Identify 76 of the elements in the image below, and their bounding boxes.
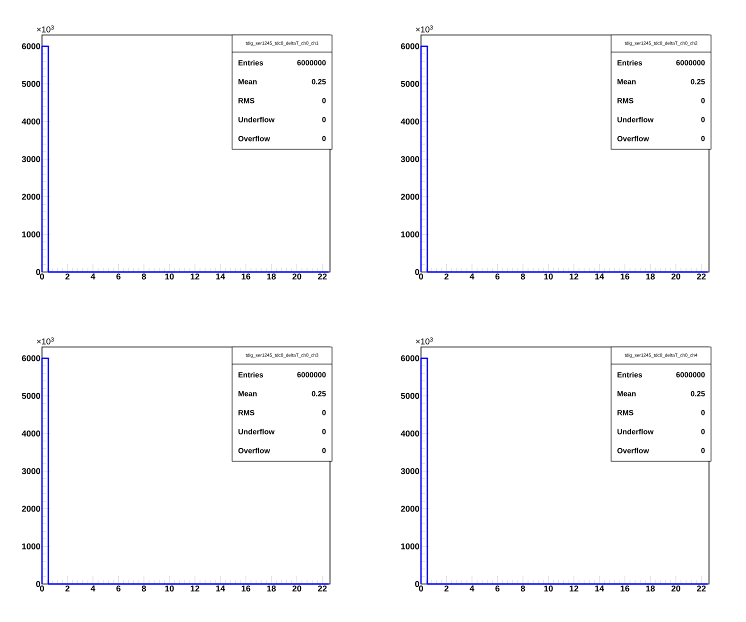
x-tick-label: 8 (520, 274, 526, 280)
x-tick-label: 4 (90, 274, 96, 280)
y-tick-label: 1000 (22, 543, 40, 550)
y-tick-label: 6000 (400, 43, 420, 50)
x-tick-label: 6 (495, 586, 500, 592)
x-tick-label: 20 (292, 274, 302, 280)
y-tick-label: 2000 (400, 506, 420, 512)
y-tick-label: 4000 (22, 118, 40, 125)
x-tick-label: 6 (495, 274, 500, 280)
x-tick-label: 4 (90, 586, 96, 592)
x-tick-label: 16 (620, 586, 630, 592)
x-tick-label: 2 (65, 274, 70, 280)
y-tick-label: 3000 (400, 156, 420, 162)
y-tick-label: 6000 (22, 355, 40, 362)
y-tick-label: 5000 (400, 80, 420, 87)
x-tick-label: 14 (216, 586, 226, 592)
x-tick-label: 14 (216, 274, 226, 280)
x-tick-label: 18 (646, 586, 655, 592)
text: ×10$^{3}$ (416, 25, 433, 32)
y-tick-label: 6000 (400, 355, 420, 362)
y-tick-label: 0 (415, 269, 420, 275)
x-tick-label: 8 (520, 586, 526, 592)
y-tick-label: 2000 (22, 506, 40, 512)
y-tick-label: 1000 (401, 543, 420, 550)
y-tick-label: 2000 (22, 194, 40, 200)
x-tick-label: 12 (570, 586, 578, 592)
x-tick-label: 16 (242, 586, 250, 592)
y-tick-label: 1000 (22, 231, 40, 238)
x-tick-label: 2 (444, 274, 449, 280)
x-tick-label: 2 (444, 586, 449, 592)
text: ×10$^{3}$ (37, 25, 54, 32)
x-tick-label: 16 (620, 274, 630, 280)
y-tick-label: 5000 (22, 80, 40, 87)
x-tick-label: 14 (595, 274, 604, 280)
x-tick-label: 12 (570, 274, 578, 280)
x-tick-label: 6 (116, 274, 121, 280)
y-tick-label: 3000 (22, 468, 40, 474)
x-tick-label: 4 (470, 586, 474, 592)
x-tick-label: 10 (544, 586, 553, 592)
x-tick-label: 18 (646, 274, 655, 280)
x-tick-label: 8 (142, 274, 146, 280)
y-tick-label: 4000 (400, 118, 420, 125)
x-tick-label: 2 (65, 586, 70, 592)
x-tick-label: 10 (165, 586, 174, 592)
x-tick-label: 22 (696, 586, 706, 592)
y-tick-label: 4000 (22, 430, 40, 437)
y-tick-label: 0 (36, 269, 40, 275)
x-tick-label: 18 (267, 274, 276, 280)
y-tick-label: 0 (36, 581, 40, 587)
y-tick-label: 0 (415, 581, 420, 587)
x-tick-label: 10 (165, 274, 174, 280)
x-tick-label: 8 (142, 586, 146, 592)
text: ×10$^{3}$ (37, 337, 54, 344)
x-tick-label: 22 (696, 274, 706, 280)
x-tick-label: 20 (671, 586, 680, 592)
x-tick-label: 6 (116, 586, 121, 592)
y-tick-label: 1000 (401, 231, 420, 238)
x-tick-label: 10 (544, 274, 553, 280)
x-tick-label: 12 (190, 586, 200, 592)
x-tick-label: 4 (470, 274, 474, 280)
y-tick-label: 4000 (400, 430, 420, 437)
text: ×10$^{3}$ (416, 337, 433, 344)
x-tick-label: 14 (595, 586, 604, 592)
x-tick-label: 20 (292, 586, 302, 592)
x-tick-label: 22 (318, 586, 327, 592)
x-tick-label: 16 (242, 274, 250, 280)
y-tick-label: 5000 (22, 392, 40, 399)
x-tick-label: 20 (671, 274, 680, 280)
x-tick-label: 22 (318, 274, 327, 280)
y-tick-label: 3000 (400, 468, 420, 474)
x-tick-label: 18 (267, 586, 276, 592)
y-tick-label: 3000 (22, 156, 40, 162)
y-tick-label: 5000 (400, 392, 420, 399)
y-tick-label: 2000 (400, 194, 420, 200)
y-tick-label: 6000 (22, 43, 40, 50)
x-tick-label: 12 (190, 274, 200, 280)
